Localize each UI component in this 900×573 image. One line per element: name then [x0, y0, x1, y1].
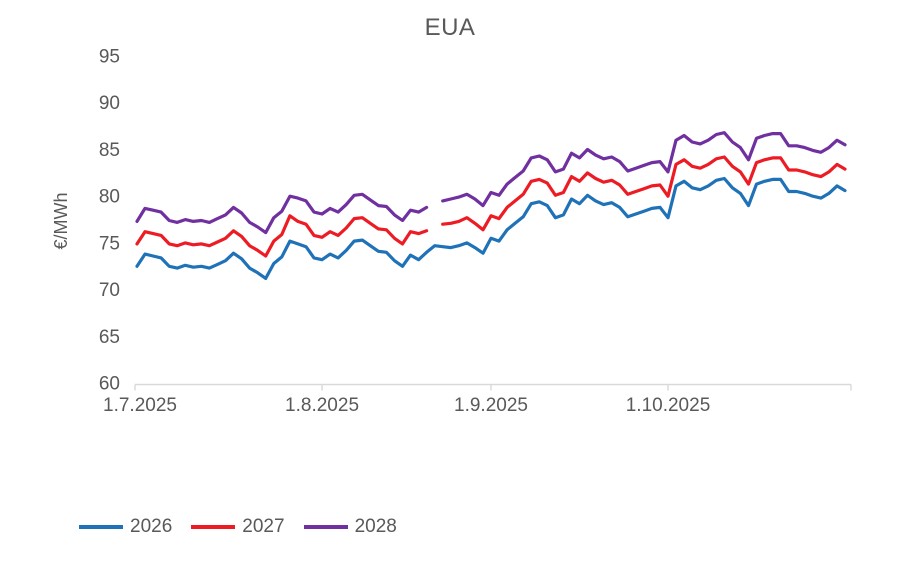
y-tick-label: 65	[99, 327, 120, 348]
legend-label-2027: 2027	[242, 516, 285, 537]
legend-label-2028: 2028	[354, 516, 397, 537]
y-tick-label: 90	[99, 93, 120, 114]
series-line-2028	[135, 192, 429, 235]
series-line-2028	[441, 131, 847, 208]
y-tick-label: 70	[99, 280, 120, 301]
legend-swatch-2028	[303, 525, 348, 529]
x-tick-label: 1.7.2025	[103, 395, 177, 416]
legend-item-2027: 2027	[191, 516, 285, 538]
y-tick-label: 95	[99, 47, 120, 68]
y-tick-label: 75	[99, 233, 120, 254]
x-tick-label: 1.10.2025	[626, 395, 711, 416]
y-tick-label: 80	[99, 187, 120, 208]
y-tick-label: 85	[99, 140, 120, 161]
series-line-2027	[441, 155, 847, 232]
y-tick-label: 60	[99, 374, 120, 395]
x-tick-label: 1.9.2025	[454, 395, 528, 416]
legend-item-2028: 2028	[303, 516, 397, 538]
series-line-2027	[135, 214, 429, 258]
legend-swatch-2026	[79, 525, 123, 529]
x-tick-label: 1.8.2025	[285, 395, 359, 416]
legend-swatch-2027	[191, 525, 236, 529]
legend: 2026 2027 2028	[79, 516, 397, 538]
legend-label-2026: 2026	[130, 516, 173, 537]
chart-title: EUA	[424, 14, 476, 41]
series-line-2026	[135, 176, 847, 280]
legend-item-2026: 2026	[79, 516, 172, 538]
y-axis-title: €/MWh	[51, 192, 71, 249]
